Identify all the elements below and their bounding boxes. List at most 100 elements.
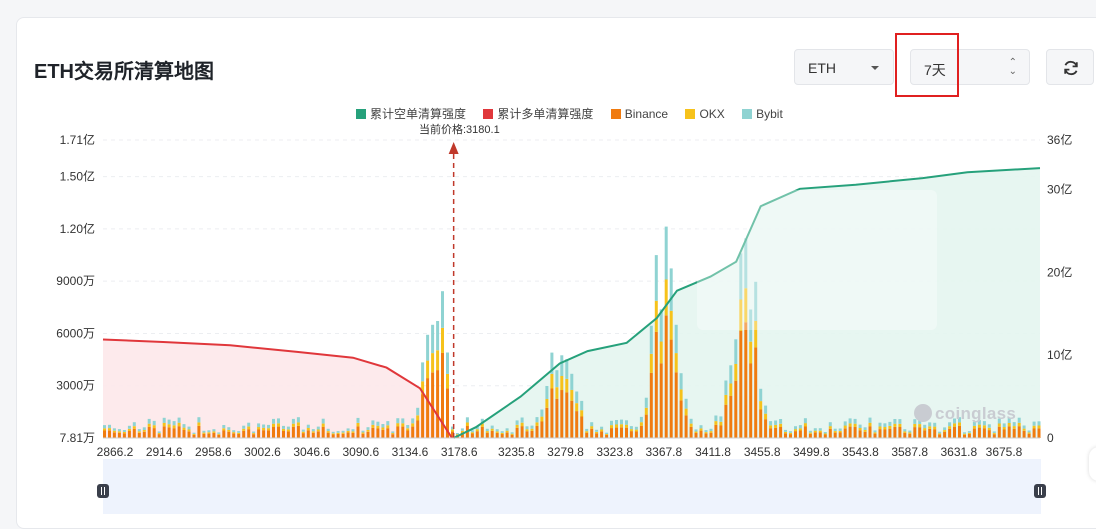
x-tick-label: 3046.6 <box>293 445 330 459</box>
bar-bybit <box>958 417 961 423</box>
bar-binance <box>406 430 410 438</box>
liquidation-chart[interactable]: 7.81万 3000万 6000万 9000万 1.20亿 1.50亿 1.71亿 0 10亿 2… <box>0 0 1096 514</box>
y-left-tick-label: 6000万 <box>56 326 95 340</box>
bar-bybit <box>421 362 425 382</box>
bar-okx <box>391 433 395 435</box>
bar-bybit <box>202 430 206 433</box>
bar-bybit <box>634 426 638 430</box>
bar-binance <box>818 432 822 438</box>
bar-bybit <box>749 309 753 342</box>
chevron-down-icon <box>871 66 879 70</box>
bar-binance <box>967 434 971 438</box>
bar-okx <box>1002 427 1006 430</box>
refresh-button[interactable] <box>1046 49 1094 85</box>
bar-okx <box>654 300 658 332</box>
bar-okx <box>152 425 156 429</box>
bar-okx <box>346 430 350 433</box>
bar-okx <box>977 424 981 428</box>
bar-okx <box>565 378 569 393</box>
bar-bybit <box>550 352 554 374</box>
bar-binance <box>401 426 405 438</box>
bar-bybit <box>759 388 763 402</box>
bar-bybit <box>813 428 817 431</box>
bar-binance <box>669 339 673 438</box>
bar-binance <box>286 431 290 438</box>
bar-binance <box>913 427 917 438</box>
bar-bybit <box>426 334 430 361</box>
bar-bybit <box>659 309 663 342</box>
bar-bybit <box>948 422 952 427</box>
bar-bybit <box>694 429 698 432</box>
bar-bybit <box>197 417 201 423</box>
range-select[interactable]: 7天 ⌃ ⌄ <box>910 49 1030 85</box>
bar-binance <box>938 434 942 438</box>
bar-bybit <box>967 431 971 433</box>
bar-okx <box>262 427 266 431</box>
bar-okx <box>997 423 1001 427</box>
legend-item-bybit[interactable]: Bybit <box>742 107 783 121</box>
bar-binance <box>480 426 484 438</box>
bar-binance <box>386 428 390 438</box>
bar-binance <box>794 431 797 438</box>
current-price-arrow <box>448 142 459 154</box>
bar-okx <box>137 431 141 433</box>
bar-bybit <box>431 324 435 354</box>
zoom-slider[interactable] <box>103 459 1041 514</box>
bar-okx <box>590 426 594 429</box>
bar-okx <box>535 422 539 426</box>
bar-okx <box>605 434 609 435</box>
bar-bybit <box>674 324 678 354</box>
x-tick-label: 3455.8 <box>744 445 781 459</box>
bar-okx <box>416 415 420 421</box>
bar-okx <box>351 431 355 433</box>
x-tick-label: 2866.2 <box>97 445 134 459</box>
bar-binance <box>321 426 325 438</box>
legend-item-short[interactable]: 累计空单清算强度 <box>356 105 466 122</box>
coin-select[interactable]: ETH <box>794 49 894 85</box>
side-scroll-button[interactable] <box>1089 447 1096 481</box>
bar-okx <box>272 423 275 427</box>
bar-binance <box>540 421 544 438</box>
bar-bybit <box>649 325 653 354</box>
bar-okx <box>396 423 400 427</box>
bar-bybit <box>411 418 415 424</box>
bar-binance <box>868 426 872 438</box>
bar-okx <box>948 426 952 429</box>
legend-item-binance[interactable]: Binance <box>610 107 668 121</box>
bar-bybit <box>321 418 325 424</box>
bar-bybit <box>853 418 857 424</box>
bar-okx <box>913 423 917 428</box>
bar-binance <box>923 430 927 438</box>
bar-binance <box>639 425 643 438</box>
bar-binance <box>127 430 131 438</box>
bar-binance <box>177 426 181 438</box>
slider-handle-left[interactable] <box>97 484 109 498</box>
bar-binance <box>625 427 628 438</box>
legend-item-long[interactable]: 累计多单清算强度 <box>483 105 593 122</box>
bar-bybit <box>465 417 469 423</box>
bar-binance <box>247 429 251 438</box>
bar-okx <box>460 430 464 433</box>
bar-bybit <box>182 424 186 428</box>
bar-binance <box>212 432 216 438</box>
bar-binance <box>828 428 832 438</box>
bar-bybit <box>267 424 270 429</box>
bar-okx <box>883 427 887 430</box>
bar-binance <box>252 434 256 438</box>
bar-binance <box>858 430 862 438</box>
bar-bybit <box>187 426 191 430</box>
bar-binance <box>575 411 579 438</box>
bar-binance <box>520 426 524 438</box>
bar-bybit <box>485 428 489 432</box>
bar-bybit <box>863 427 867 430</box>
bar-bybit <box>386 421 390 426</box>
slider-handle-right[interactable] <box>1034 484 1046 498</box>
bar-okx <box>808 432 812 434</box>
bar-binance <box>843 428 847 438</box>
bar-okx <box>1037 425 1041 429</box>
bar-bybit <box>585 428 589 432</box>
bar-binance <box>411 426 415 438</box>
bar-okx <box>828 426 832 429</box>
bar-okx <box>933 426 937 430</box>
legend-item-okx[interactable]: OKX <box>685 107 725 121</box>
